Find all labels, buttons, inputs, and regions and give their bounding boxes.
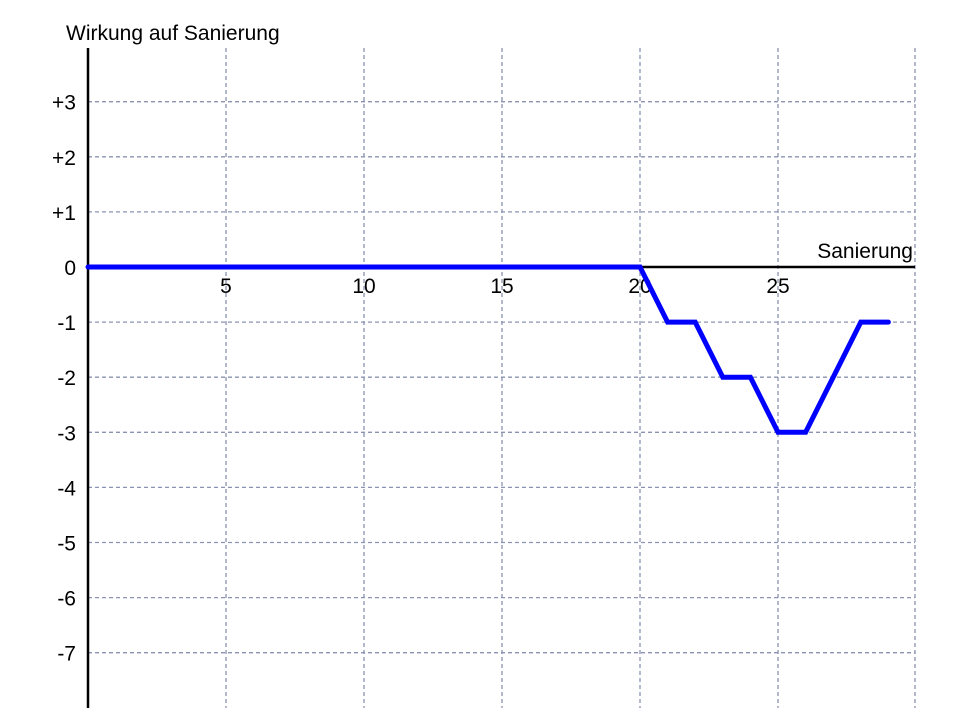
- x-tick-labels: 5 10 15 20 25: [220, 275, 790, 298]
- y-tick-label: -1: [57, 312, 76, 335]
- grid: [88, 48, 916, 708]
- y-tick-label: +2: [52, 147, 76, 170]
- x-tick-label: 5: [220, 275, 232, 298]
- y-tick-label: 0: [64, 257, 76, 280]
- y-tick-label: -6: [57, 588, 76, 611]
- series: [85, 264, 891, 435]
- x-axis-label: Sanierung: [817, 240, 913, 263]
- x-tick-label: 15: [490, 275, 513, 298]
- y-tick-label: -5: [57, 533, 76, 556]
- y-axis-label: Wirkung auf Sanierung: [66, 22, 280, 45]
- series-line: [85, 264, 891, 435]
- y-tick-label: -4: [57, 477, 76, 500]
- x-tick-label: 25: [766, 275, 789, 298]
- x-tick-label: 10: [352, 275, 375, 298]
- y-tick-label: -3: [57, 422, 76, 445]
- y-tick-label: -2: [57, 367, 76, 390]
- y-tick-label: +3: [52, 92, 76, 115]
- y-tick-label: -7: [57, 643, 76, 666]
- y-tick-label: +1: [52, 202, 76, 225]
- y-tick-labels: +3 +2 +1 0 -1 -2 -3 -4 -5 -6 -7: [52, 92, 76, 666]
